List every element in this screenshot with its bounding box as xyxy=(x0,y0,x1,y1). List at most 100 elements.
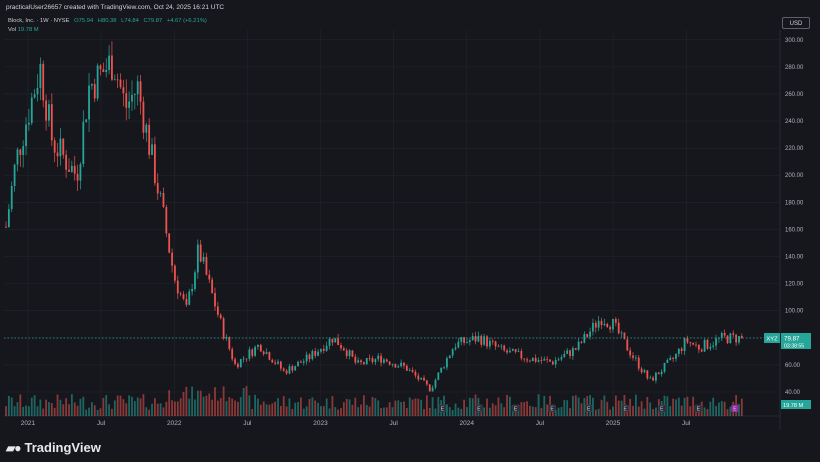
volume-bar xyxy=(563,399,566,416)
candle-body xyxy=(637,357,640,369)
volume-bar xyxy=(317,402,319,416)
candle-body xyxy=(277,361,279,364)
candle-body xyxy=(448,355,451,359)
candle-body xyxy=(686,338,689,343)
volume-bar xyxy=(171,400,173,416)
candle-body xyxy=(245,358,248,360)
candle-body xyxy=(683,338,686,352)
volume-bar xyxy=(428,407,431,416)
candle-body xyxy=(491,340,494,342)
volume-bar xyxy=(42,408,45,416)
candle-body xyxy=(486,336,488,347)
candle-body xyxy=(460,337,463,342)
volume-bar xyxy=(245,386,248,416)
candle-body xyxy=(629,350,632,356)
volume-legend: Vol 19.78 M xyxy=(8,27,39,33)
candle-body xyxy=(680,348,683,352)
change-value: +4.67 (+6.21%) xyxy=(166,18,207,24)
volume-bar xyxy=(643,408,646,416)
candle-body xyxy=(300,361,302,363)
volume-bar xyxy=(122,399,125,416)
candle-body xyxy=(692,342,695,345)
candle-body xyxy=(148,124,151,155)
candle-body xyxy=(543,358,546,361)
volume-bar xyxy=(640,401,643,416)
candle-body xyxy=(428,384,431,392)
candle-body xyxy=(191,288,193,292)
candle-body xyxy=(337,338,340,346)
candle-body xyxy=(597,320,600,328)
earnings-marker xyxy=(658,404,666,413)
volume-bar xyxy=(265,404,268,416)
candle-body xyxy=(208,274,211,280)
currency-button[interactable]: USD xyxy=(782,17,810,29)
candle-body xyxy=(566,350,569,354)
volume-bar xyxy=(597,408,600,416)
candle-body xyxy=(76,173,79,181)
volume-bar xyxy=(354,397,357,416)
volume-bar xyxy=(277,398,279,416)
volume-bar xyxy=(380,408,382,416)
x-tick-label: Jul xyxy=(389,420,398,427)
candle-body xyxy=(500,345,503,347)
volume-bar xyxy=(254,394,256,416)
candle-body xyxy=(497,346,500,348)
volume-bar xyxy=(282,396,285,416)
volume-bar xyxy=(288,398,291,416)
earnings-marker-letter: E xyxy=(587,407,591,413)
candle-body xyxy=(159,192,162,194)
volume-bar xyxy=(405,408,408,416)
symbol-name[interactable]: Block, Inc. · 1W · NYSE xyxy=(8,18,70,24)
volume-bar xyxy=(692,396,695,416)
candle-body xyxy=(703,339,706,352)
y-tick-label: 300.00 xyxy=(785,38,804,44)
candle-body xyxy=(10,185,13,210)
volume-bar xyxy=(116,395,119,416)
ticker-badge xyxy=(764,332,780,343)
volume-bar xyxy=(142,394,145,416)
volume-bar xyxy=(534,407,537,416)
candle-body xyxy=(503,345,506,351)
volume-bar xyxy=(237,401,239,416)
volume-bar xyxy=(331,396,334,416)
candle-body xyxy=(39,63,42,88)
volume-bar xyxy=(119,395,122,416)
volume-bar xyxy=(652,408,654,416)
candle-body xyxy=(105,69,108,73)
candle-body xyxy=(594,322,597,328)
volume-bar xyxy=(13,406,16,416)
volume-bar xyxy=(446,404,448,416)
volume-bar xyxy=(251,408,254,416)
candle-body xyxy=(194,272,196,289)
candle-body xyxy=(603,323,606,325)
candle-body xyxy=(374,359,377,363)
x-tick-label: 2024 xyxy=(460,420,475,427)
volume-bar xyxy=(345,398,348,416)
tradingview-logo[interactable]: ▰● TradingView xyxy=(6,440,101,455)
volume-bar xyxy=(211,399,214,416)
volume-bar xyxy=(529,405,531,416)
candle-body xyxy=(569,350,571,357)
volume-bar xyxy=(153,398,156,416)
candle-body xyxy=(357,360,360,363)
candle-body xyxy=(314,350,317,356)
candle-body xyxy=(351,350,354,357)
volume-bar xyxy=(48,402,50,416)
earnings-marker xyxy=(475,404,483,413)
volume-bar xyxy=(537,394,540,416)
volume-bar xyxy=(16,402,19,416)
volume-bar xyxy=(374,397,377,416)
candle-body xyxy=(88,85,90,120)
candles xyxy=(5,41,743,392)
candle-body xyxy=(557,359,560,361)
volume-bar xyxy=(371,396,374,416)
volume-bar xyxy=(397,400,400,416)
volume-bar xyxy=(188,398,191,416)
volume-bar xyxy=(466,407,468,416)
candle-body xyxy=(623,332,626,340)
candle-body xyxy=(242,358,245,360)
volume-bar xyxy=(723,401,726,416)
